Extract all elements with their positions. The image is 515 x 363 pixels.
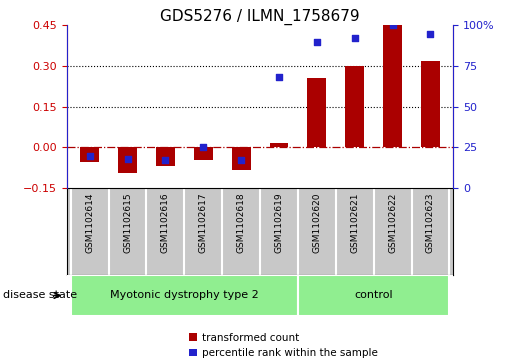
Text: GSM1102618: GSM1102618: [236, 192, 246, 253]
Text: control: control: [354, 290, 393, 301]
Point: [199, 144, 208, 150]
Point: [426, 30, 435, 36]
Text: GSM1102620: GSM1102620: [313, 192, 321, 253]
Bar: [194, 147, 213, 160]
Bar: [80, 147, 99, 162]
Point: [124, 156, 132, 162]
Bar: [71, 275, 298, 316]
Bar: [383, 25, 402, 147]
Bar: [232, 147, 251, 170]
Text: GSM1102623: GSM1102623: [426, 192, 435, 253]
Bar: [298, 275, 450, 316]
Bar: [345, 66, 364, 147]
Text: GSM1102622: GSM1102622: [388, 192, 397, 253]
Text: GSM1102615: GSM1102615: [123, 192, 132, 253]
Bar: [307, 78, 327, 147]
Bar: [118, 147, 137, 173]
Text: GSM1102614: GSM1102614: [85, 192, 94, 253]
Point: [161, 158, 169, 163]
Text: GSM1102619: GSM1102619: [274, 192, 284, 253]
Bar: [269, 143, 288, 147]
Title: GDS5276 / ILMN_1758679: GDS5276 / ILMN_1758679: [160, 9, 360, 25]
Text: GSM1102621: GSM1102621: [350, 192, 359, 253]
Point: [313, 39, 321, 45]
Bar: [156, 147, 175, 166]
Text: Myotonic dystrophy type 2: Myotonic dystrophy type 2: [110, 290, 259, 301]
Point: [275, 74, 283, 80]
Point: [85, 152, 94, 158]
Text: disease state: disease state: [3, 290, 77, 301]
Legend: transformed count, percentile rank within the sample: transformed count, percentile rank withi…: [188, 333, 378, 358]
Text: GSM1102617: GSM1102617: [199, 192, 208, 253]
Bar: [421, 61, 440, 147]
Text: GSM1102616: GSM1102616: [161, 192, 170, 253]
Point: [388, 23, 397, 28]
Point: [351, 36, 359, 41]
Point: [237, 158, 245, 163]
